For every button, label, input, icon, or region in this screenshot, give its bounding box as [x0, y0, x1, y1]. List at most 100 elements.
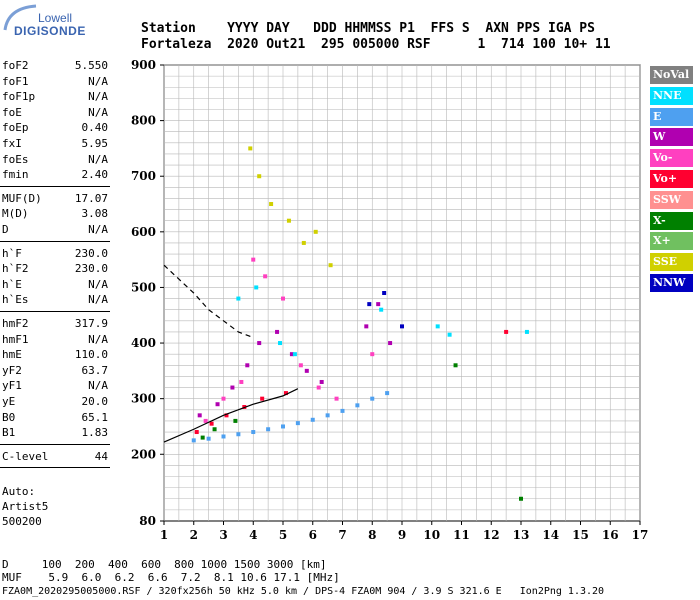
param-value: 3.08 [81, 207, 109, 221]
param-row-yf2: yF2 63.7 [2, 364, 108, 378]
legend-item-vo: Vo+ [650, 170, 693, 188]
data-point [355, 403, 360, 408]
param-name: foEs [2, 152, 29, 166]
param-value: N/A [88, 152, 108, 166]
param-name: h`E [2, 277, 22, 291]
digisonde-logo-icon [3, 4, 37, 31]
param-value: 5.95 [81, 137, 109, 150]
data-point [319, 379, 324, 384]
param-row-md: M(D) 3.08 [2, 207, 108, 221]
param-row-hmf2: hmF2 317.9 [2, 317, 108, 331]
data-point [298, 363, 303, 368]
y-tick-label: 500 [131, 280, 156, 294]
x-tick-label: 16 [602, 528, 619, 542]
data-point [313, 229, 318, 234]
param-name: foF1p [2, 90, 36, 104]
auto-program: Artist5 [2, 500, 49, 513]
x-tick-label: 14 [542, 528, 559, 542]
data-point [281, 296, 285, 301]
y-tick-label: 600 [131, 225, 156, 239]
data-point [194, 430, 199, 435]
header-values: Fortaleza 2020 Out21 295 005000 RSF 1 71… [141, 37, 611, 52]
legend-item-e: E [650, 107, 693, 126]
param-value: N/A [88, 332, 108, 346]
data-point [370, 352, 375, 357]
param-name: C-level [2, 449, 49, 463]
data-point [292, 352, 297, 357]
param-row-hmf1: hmF1 N/A [2, 333, 108, 347]
data-point [236, 296, 241, 301]
param-row-hme: hmE 110.0 [2, 348, 108, 362]
param-name: yF2 [2, 363, 22, 377]
param-name: yF1 [2, 379, 22, 393]
data-point [251, 430, 256, 435]
data-point [278, 341, 283, 346]
x-tick-label: 3 [219, 528, 227, 542]
data-point [251, 257, 256, 262]
param-separator [0, 185, 110, 187]
x-tick-label: 9 [398, 528, 406, 542]
data-point [379, 307, 384, 312]
param-value: N/A [88, 293, 108, 307]
data-point [289, 352, 294, 357]
data-point [245, 363, 250, 368]
param-value: 317.9 [74, 317, 108, 330]
x-tick-label: 4 [249, 528, 257, 542]
legend-item-nnw: NNW [650, 274, 693, 292]
param-row-b1: B1 1.83 [2, 426, 108, 440]
x-tick-label: 6 [309, 528, 317, 542]
data-point [328, 263, 333, 268]
param-name: fxI [2, 137, 22, 150]
param-name: h`F [2, 246, 22, 260]
param-row-fmin: fmin 2.40 [2, 168, 108, 182]
x-tick-label: 1 [160, 528, 168, 542]
data-point [286, 218, 291, 223]
param-row-fof2: foF2 5.550 [2, 59, 108, 73]
data-point [197, 413, 202, 418]
data-point [269, 202, 274, 207]
data-point [233, 418, 238, 423]
param-name: fmin [2, 168, 29, 182]
auto-label: Auto: [2, 485, 36, 498]
param-row-d: D N/A [2, 223, 108, 237]
profile-line-solid [163, 388, 299, 443]
y-tick-label: 80 [139, 514, 156, 528]
data-point [435, 324, 440, 329]
data-point [215, 402, 220, 407]
legend-item-w: W [650, 128, 693, 147]
param-name: foE [2, 105, 22, 119]
data-point [340, 408, 345, 413]
data-point [260, 396, 265, 401]
param-row-clevel: C-level 44 [2, 450, 108, 464]
param-name: hmF2 [2, 317, 29, 330]
param-value: N/A [88, 90, 108, 104]
param-name: B0 [2, 410, 16, 424]
data-point [254, 285, 259, 290]
x-tick-label: 12 [483, 528, 500, 542]
data-point [191, 438, 196, 443]
data-point [212, 427, 217, 432]
param-value: 63.7 [81, 363, 109, 377]
param-value: 2.40 [81, 168, 109, 182]
param-value: N/A [88, 223, 108, 236]
x-tick-label: 8 [368, 528, 376, 542]
param-name: h`Es [2, 293, 29, 307]
param-name: hmE [2, 348, 22, 362]
data-point [221, 396, 226, 401]
param-name: foF2 [2, 59, 29, 72]
param-value: 17.07 [74, 191, 108, 205]
param-row-he: h`E N/A [2, 278, 108, 292]
param-row-hf2: h`F2 230.0 [2, 262, 108, 276]
x-tick-label: 11 [453, 528, 470, 542]
param-name: yE [2, 395, 16, 408]
data-point [388, 341, 393, 346]
data-point [304, 368, 309, 373]
data-point [257, 174, 262, 179]
param-row-foe: foE N/A [2, 106, 108, 120]
x-tick-label: 5 [279, 528, 287, 542]
data-point [524, 329, 529, 334]
data-point [263, 274, 268, 279]
y-tick-label: 900 [131, 58, 156, 72]
file-info: FZA0M_2020295005000.RSF / 320fx256h 50 k… [2, 586, 605, 597]
data-point [248, 146, 253, 151]
